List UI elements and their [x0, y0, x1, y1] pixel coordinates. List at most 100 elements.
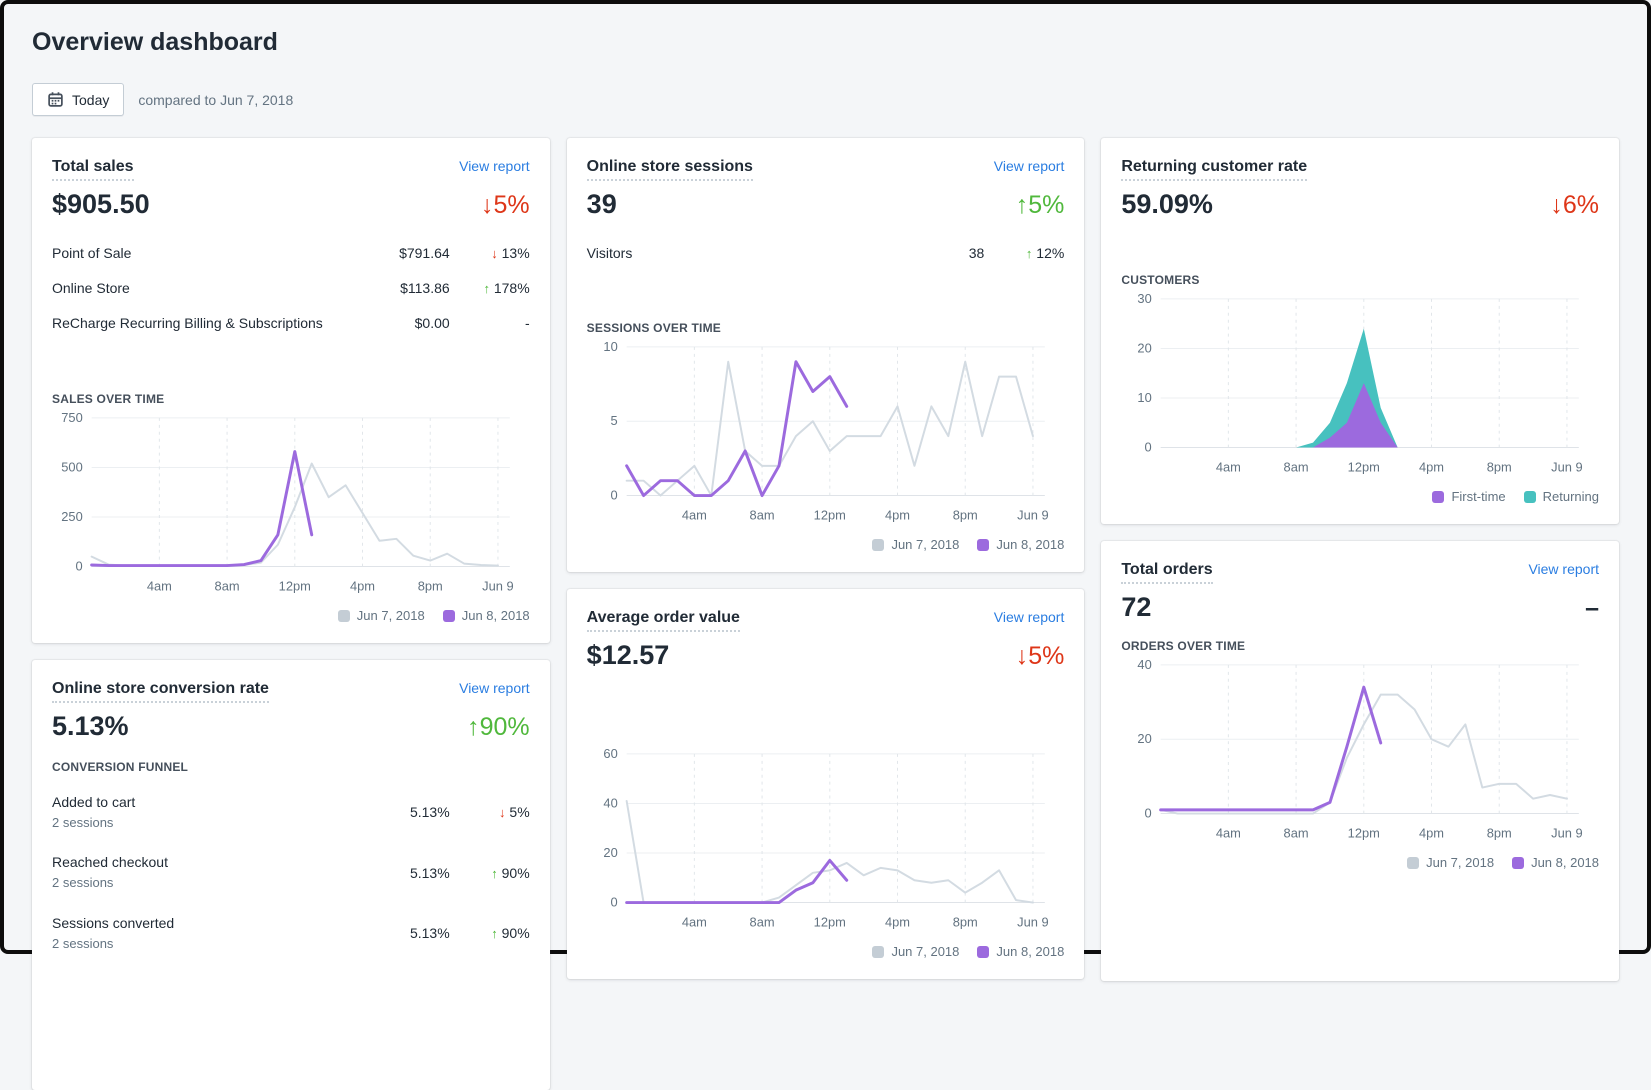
svg-text:40: 40 [603, 795, 617, 810]
svg-text:500: 500 [61, 459, 82, 474]
date-range-label: Today [72, 91, 110, 108]
svg-text:0: 0 [610, 487, 617, 502]
sessions-delta: ↑5% [1015, 191, 1065, 219]
visitors-row: Visitors 38 ↑ 12% [587, 236, 1065, 271]
conversion-rate-value: 5.13% [52, 711, 129, 741]
svg-text:5: 5 [610, 413, 617, 428]
customers-chart-legend: First-time Returning [1121, 489, 1599, 504]
svg-text:750: 750 [61, 410, 82, 425]
svg-text:0: 0 [1145, 806, 1152, 821]
svg-text:4pm: 4pm [885, 914, 910, 929]
sales-chart-legend: Jun 7, 2018 Jun 8, 2018 [52, 608, 530, 623]
svg-text:4pm: 4pm [885, 507, 910, 522]
view-report-link-orders[interactable]: View report [1528, 561, 1600, 577]
svg-text:12pm: 12pm [813, 507, 845, 522]
card-title-total-sales[interactable]: Total sales [52, 158, 134, 181]
orders-over-time-chart: 0 20 40 4am 8am 12pm 4pm 8pm Jun 9 [1138, 657, 1584, 840]
svg-text:40: 40 [1138, 657, 1152, 672]
toolbar: Today compared to Jun 7, 2018 [32, 83, 1619, 116]
card-returning-customer-rate: Returning customer rate 59.09% ↓6% CUSTO… [1101, 138, 1620, 524]
customers-chart: 0 10 20 30 4am 8am 12pm 4pm 8pm Jun 9 [1138, 291, 1584, 474]
page-title: Overview dashboard [32, 28, 278, 56]
svg-text:Jun 9: Jun 9 [1017, 507, 1049, 522]
section-label-conversion-funnel: CONVERSION FUNNEL [52, 760, 189, 774]
sessions-chart-legend: Jun 7, 2018 Jun 8, 2018 [587, 537, 1064, 552]
svg-text:Jun 9: Jun 9 [1552, 459, 1584, 474]
conversion-rate-delta: ↑90% [467, 713, 530, 741]
total-sales-value: $905.50 [52, 189, 150, 219]
card-title-aov[interactable]: Average order value [586, 609, 740, 632]
card-conversion-rate: Online store conversion rate View report… [32, 660, 550, 1090]
section-label-orders-over-time: ORDERS OVER TIME [1121, 639, 1246, 653]
legend-swatch [337, 609, 350, 622]
column-2: Online store sessions View report 39 ↑5%… [566, 138, 1085, 979]
svg-text:12pm: 12pm [279, 578, 311, 593]
conversion-funnel-rows: Added to cart 2 sessions 5.13% ↓ 5% Reached … [52, 782, 530, 963]
card-online-store-sessions: Online store sessions View report 39 ↑5%… [566, 138, 1085, 572]
svg-text:0: 0 [610, 894, 617, 909]
dashboard-grid: Total sales View report $905.50 ↓5% Poin… [4, 138, 1647, 1090]
card-title-conversion-rate[interactable]: Online store conversion rate [52, 680, 269, 703]
metric-row: Reached checkout 2 sessions 5.13% ↑ 90% [52, 854, 530, 891]
svg-text:30: 30 [1138, 291, 1152, 306]
svg-text:8am: 8am [749, 507, 774, 522]
card-average-order-value: Average order value View report $12.57 ↓… [566, 589, 1085, 979]
arrow-down-icon: ↓ [499, 805, 506, 821]
svg-text:0: 0 [1145, 439, 1152, 454]
total-sales-delta: ↓5% [481, 191, 530, 219]
column-3: Returning customer rate 59.09% ↓6% CUSTO… [1101, 138, 1620, 981]
arrow-down-icon: ↓ [491, 246, 498, 262]
compare-note: compared to Jun 7, 2018 [138, 91, 294, 108]
aov-chart: 0 20 40 60 4am 8am 12pm 4pm 8pm Jun 9 [603, 746, 1049, 929]
svg-text:Jun 9: Jun 9 [482, 578, 514, 593]
legend-swatch [1512, 856, 1525, 869]
view-report-link-total-sales[interactable]: View report [459, 158, 530, 174]
legend-item: Jun 8, 2018 [977, 537, 1064, 552]
svg-text:4am: 4am [1216, 459, 1241, 474]
section-label-sessions-over-time: SESSIONS OVER TIME [586, 320, 721, 335]
legend-swatch [442, 609, 455, 622]
metric-row: Point of Sale $791.64 ↓ 13% [52, 245, 530, 262]
view-report-link-sessions[interactable]: View report [993, 158, 1065, 174]
view-report-link-conversion[interactable]: View report [459, 680, 530, 696]
legend-swatch [977, 945, 990, 958]
svg-text:4pm: 4pm [350, 578, 375, 593]
svg-text:8pm: 8pm [1487, 459, 1512, 474]
card-total-orders: Total orders View report 72 – ORDERS OVE… [1101, 541, 1620, 981]
arrow-up-icon: ↑ [1025, 246, 1033, 262]
legend-swatch [872, 945, 885, 958]
orders-delta: – [1585, 594, 1600, 622]
card-title-returning[interactable]: Returning customer rate [1121, 158, 1308, 181]
svg-text:4am: 4am [147, 578, 172, 593]
legend-swatch [872, 538, 885, 551]
svg-text:4am: 4am [682, 507, 707, 522]
section-label-customers: CUSTOMERS [1121, 272, 1200, 287]
svg-text:8pm: 8pm [952, 507, 977, 522]
legend-item: Returning [1523, 489, 1599, 504]
metric-row: ReCharge Recurring Billing & Subscriptio… [52, 314, 530, 332]
card-title-sessions[interactable]: Online store sessions [586, 158, 753, 181]
date-range-button[interactable]: Today [32, 83, 125, 116]
svg-text:4pm: 4pm [1419, 825, 1444, 840]
arrow-up-icon: ↑ [491, 865, 498, 881]
view-report-link-aov[interactable]: View report [993, 609, 1065, 625]
legend-item: First-time [1432, 489, 1506, 504]
svg-text:8pm: 8pm [418, 578, 443, 593]
card-title-orders[interactable]: Total orders [1121, 561, 1213, 584]
calendar-icon [47, 91, 64, 108]
svg-text:12pm: 12pm [1348, 459, 1380, 474]
metric-row: Visitors 38 ↑ 12% [586, 245, 1065, 262]
svg-text:8pm: 8pm [1487, 825, 1512, 840]
aov-chart-legend: Jun 7, 2018 Jun 8, 2018 [587, 944, 1064, 959]
svg-text:Jun 9: Jun 9 [1017, 914, 1049, 929]
sales-over-time-chart: 0 250 500 750 4am 8am 12pm 4pm 8pm Jun 9 [61, 410, 514, 593]
svg-text:12pm: 12pm [813, 914, 845, 929]
card-total-sales: Total sales View report $905.50 ↓5% Poin… [32, 138, 550, 643]
svg-text:20: 20 [1138, 731, 1152, 746]
svg-text:Jun 9: Jun 9 [1552, 825, 1584, 840]
svg-text:8pm: 8pm [952, 914, 977, 929]
metric-row: Online Store $113.86 ↑ 178% [52, 279, 530, 297]
legend-item: Jun 7, 2018 [337, 608, 425, 623]
svg-text:4am: 4am [682, 914, 707, 929]
svg-text:10: 10 [1138, 390, 1152, 405]
